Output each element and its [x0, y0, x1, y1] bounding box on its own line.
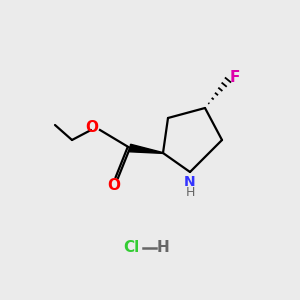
Text: N: N	[184, 175, 196, 189]
Text: Cl: Cl	[124, 241, 140, 256]
Polygon shape	[129, 144, 163, 153]
Text: H: H	[185, 185, 195, 199]
Text: O: O	[107, 178, 121, 194]
Text: O: O	[85, 121, 98, 136]
Text: H: H	[157, 241, 169, 256]
Text: F: F	[230, 70, 240, 86]
